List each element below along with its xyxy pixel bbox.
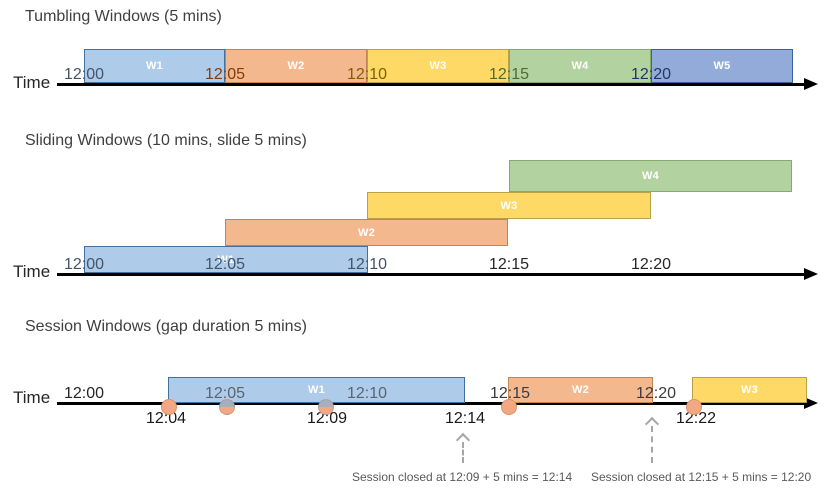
sliding-window-w2-label: W2 <box>357 226 376 239</box>
session-time-axis <box>57 402 806 405</box>
session-window-w2: W2 <box>508 377 653 403</box>
tumbling-time-axis-label: Time <box>13 73 51 92</box>
tumbling-tick-1220: 12:20 <box>630 66 672 83</box>
session-axis-arrowhead-icon <box>804 397 818 409</box>
session-event-label-1209: 12:09 <box>306 410 348 427</box>
tumbling-axis-arrowhead-icon <box>804 78 818 90</box>
event-dot-1204-icon <box>161 399 177 415</box>
tumbling-window-w1: W1 <box>84 49 225 83</box>
tumbling-window-w4: W4 <box>509 49 651 83</box>
session-window-w2-label: W2 <box>571 384 590 396</box>
sliding-tick-1215: 12:15 <box>488 256 530 273</box>
tumbling-tick-1215: 12:15 <box>488 66 530 83</box>
sliding-tick-1200: 12:00 <box>63 256 105 273</box>
sliding-window-w4-label: W4 <box>641 170 660 182</box>
sliding-window-w3: W3 <box>367 192 651 219</box>
tumbling-window-w4-label: W4 <box>571 60 589 72</box>
session-window-w1-label: W1 <box>307 384 326 396</box>
sliding-window-w1-label: W1 <box>217 253 235 266</box>
tumbling-time-axis <box>57 83 806 86</box>
event-dot-1222-icon <box>686 399 702 415</box>
sliding-section-title: Sliding Windows (10 mins, slide 5 mins) <box>25 132 307 149</box>
session-event-label-1222: 12:22 <box>675 410 717 427</box>
session-window-w3-label: W3 <box>740 384 759 396</box>
sliding-window-w1: W1 <box>84 246 368 273</box>
sliding-window-w4: W4 <box>509 160 792 192</box>
tumbling-window-w5-label: W5 <box>713 60 731 72</box>
tumbling-window-w3: W3 <box>367 49 509 83</box>
event-dot-1215-icon <box>501 399 517 415</box>
sliding-tick-1210: 12:10 <box>346 256 388 273</box>
session-event-label-1204: 12:04 <box>145 410 187 427</box>
event-dot-1209-icon <box>318 399 334 415</box>
session-closed-annotation-1: Session closed at 12:09 + 5 mins = 12:14 <box>352 470 573 484</box>
session-tick-1215: 12:15 <box>489 385 531 402</box>
session-tick-1210: 12:10 <box>346 385 388 402</box>
session-tick-1220: 12:20 <box>635 385 677 402</box>
sliding-tick-1205: 12:05 <box>204 256 246 273</box>
event-dot-1205-icon <box>219 399 235 415</box>
tumbling-window-w3-label: W3 <box>429 60 447 72</box>
session-time-axis-label: Time <box>13 388 51 407</box>
sliding-tick-1220: 12:20 <box>630 256 672 273</box>
session-tick-1205: 12:05 <box>204 385 246 402</box>
tumbling-window-w5: W5 <box>651 49 793 83</box>
tumbling-tick-1200: 12:00 <box>63 66 105 83</box>
annotation-arrow-1-shaft <box>462 442 464 463</box>
sliding-time-axis <box>57 273 806 276</box>
tumbling-window-w2-label: W2 <box>287 60 305 72</box>
session-closed-annotation-2: Session closed at 12:15 + 5 mins = 12:20 <box>591 470 812 484</box>
sliding-axis-arrowhead-icon <box>804 268 818 280</box>
session-tick-1200: 12:00 <box>63 385 105 402</box>
session-event-label-1214: 12:14 <box>444 410 486 427</box>
session-window-w3: W3 <box>692 377 807 403</box>
session-window-w1: W1 <box>168 377 465 403</box>
tumbling-tick-1210: 12:10 <box>346 66 388 83</box>
tumbling-tick-1205: 12:05 <box>204 66 246 83</box>
sliding-window-w2: W2 <box>225 219 508 246</box>
tumbling-section-title: Tumbling Windows (5 mins) <box>25 8 222 25</box>
sliding-window-w3-label: W3 <box>500 199 518 212</box>
sliding-time-axis-label: Time <box>13 262 51 281</box>
annotation-arrow-2-shaft <box>651 426 653 463</box>
tumbling-window-w2: W2 <box>225 49 367 83</box>
session-section-title: Session Windows (gap duration 5 mins) <box>25 318 307 335</box>
tumbling-window-w1-label: W1 <box>145 60 164 72</box>
